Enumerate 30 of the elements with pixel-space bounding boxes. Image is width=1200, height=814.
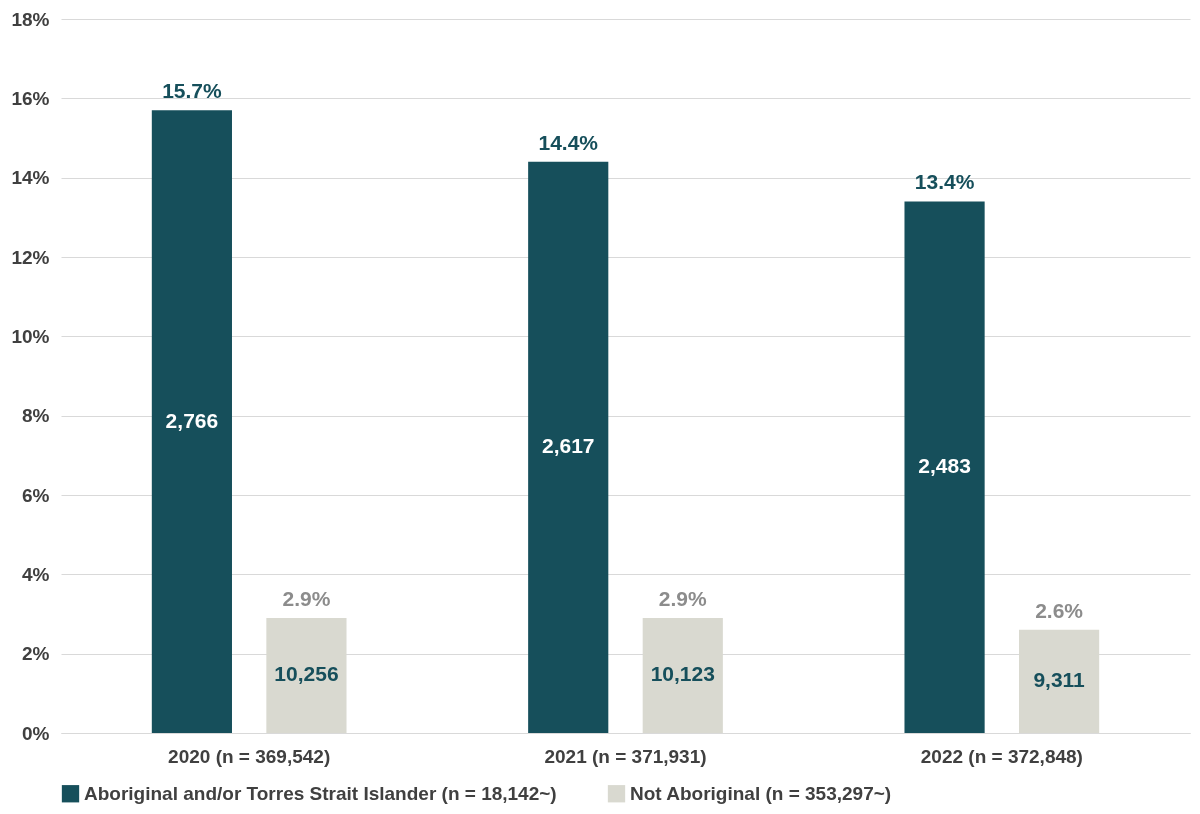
y-tick-label: 2% — [22, 643, 50, 665]
x-tick-label: 2020 (n = 369,542) — [168, 745, 331, 767]
y-tick-label: 4% — [22, 563, 50, 585]
data-label: 2.9% — [282, 586, 331, 610]
y-tick-label: 10% — [11, 325, 50, 347]
annotation: 2,617 — [541, 434, 595, 458]
data-label: 13.4% — [914, 170, 975, 194]
annotation: 9,311 — [1033, 668, 1086, 692]
bar — [904, 201, 985, 733]
y-tick-label: 0% — [22, 722, 50, 744]
data-label: 2.9% — [658, 586, 708, 610]
data-label: 15.7% — [162, 79, 222, 103]
legend-label: Aboriginal and/or Torres Strait Islander (n = 18,142~) — [84, 782, 557, 804]
y-tick-label: 6% — [22, 484, 50, 506]
bar — [151, 110, 232, 733]
annotation: 10,256 — [274, 662, 339, 686]
y-tick-label: 12% — [11, 246, 50, 268]
y-tick-label: 16% — [11, 87, 50, 109]
annotation: 2,766 — [165, 408, 219, 432]
annotation: 10,123 — [650, 662, 715, 686]
annotation: 2,483 — [918, 454, 971, 478]
legend-label: Not Aboriginal (n = 353,297~) — [630, 782, 892, 804]
bar — [528, 161, 609, 733]
x-tick-label: 2022 (n = 372,848) — [920, 745, 1083, 767]
data-label: 2.6% — [1035, 598, 1084, 622]
y-tick-label: 8% — [22, 405, 50, 427]
x-tick-label: 2021 (n = 371,931) — [544, 745, 707, 767]
y-tick-label: 14% — [11, 167, 50, 189]
data-label: 14.4% — [538, 130, 599, 154]
y-tick-label: 18% — [11, 8, 50, 30]
